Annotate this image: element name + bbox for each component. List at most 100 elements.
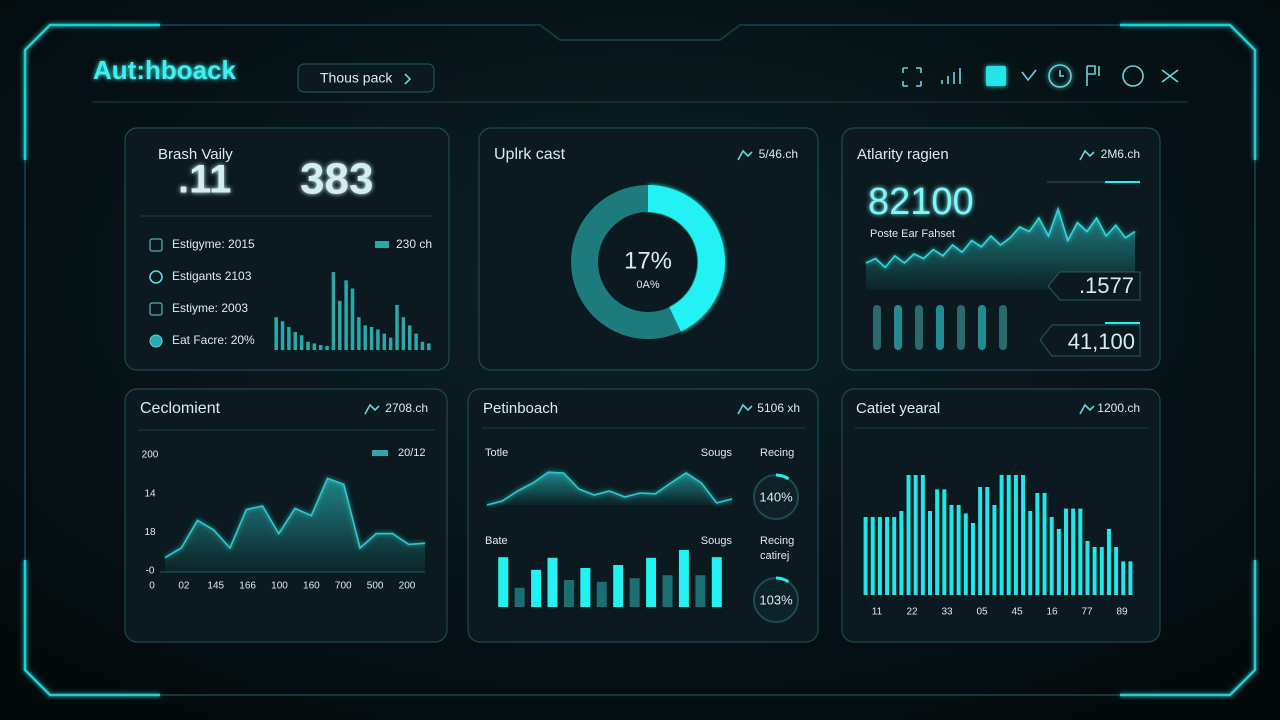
bar (382, 333, 387, 350)
bar (498, 557, 509, 607)
bar (287, 327, 291, 350)
bar (1071, 508, 1076, 595)
icon-scan[interactable] (902, 67, 922, 87)
pill (957, 305, 965, 350)
chart-label: Sougs (701, 535, 733, 547)
bar (299, 335, 304, 350)
x-label: 166 (239, 581, 256, 592)
panel-meta: 2708.ch (385, 401, 428, 415)
chart-label: Bate (485, 535, 508, 547)
icon-doc[interactable] (1086, 65, 1100, 86)
list-icon (149, 270, 163, 284)
meta-icon (375, 241, 389, 248)
gauge-arc (775, 473, 790, 481)
donut-hole (599, 213, 697, 311)
icon-check[interactable] (1021, 69, 1037, 82)
bar (942, 489, 947, 595)
gauge-arc (775, 576, 790, 584)
y-label: -0 (146, 566, 155, 577)
icon-signal[interactable] (941, 68, 961, 84)
bar (935, 489, 940, 595)
bar (992, 505, 997, 595)
gauge-value: 103% (759, 592, 793, 607)
x-label: 33 (941, 607, 953, 618)
bar (863, 517, 868, 595)
pill (936, 305, 944, 350)
x-label: 0 (149, 581, 155, 592)
list-icon (149, 238, 163, 252)
bar (1042, 493, 1047, 595)
bar (920, 475, 925, 595)
panels: Brash Vaily.11 383 Estigyme: 2015 Estigants… (124, 127, 1161, 643)
caption: Poste Ear Fahset (870, 228, 955, 240)
bar (331, 272, 336, 350)
panel-meta: 5106 xh (757, 401, 800, 415)
bar (318, 345, 323, 350)
meta-icon (1079, 403, 1095, 415)
app-title: Aut:hboack (93, 55, 237, 85)
bar (414, 333, 418, 350)
value-box (1039, 324, 1141, 357)
bar (870, 517, 875, 595)
icon-compass[interactable] (1122, 65, 1144, 87)
bar (978, 487, 983, 595)
bar (646, 557, 657, 607)
stat-value: 82100 (868, 181, 974, 223)
panel-meta: 1200.ch (1097, 401, 1140, 415)
icon-square[interactable] (986, 66, 1006, 86)
y-label: 18 (144, 527, 156, 538)
bar (613, 565, 624, 607)
nav-button-label[interactable]: Thous pack (320, 70, 393, 86)
bar (363, 325, 367, 350)
frame-corners (23, 23, 1257, 697)
bar (514, 587, 525, 607)
area-line (865, 206, 1136, 269)
area-line (486, 471, 733, 506)
bar (596, 581, 607, 607)
bar (1064, 508, 1068, 595)
bar (274, 317, 278, 350)
icon-clock-hand[interactable] (1059, 70, 1064, 77)
bar (1114, 547, 1119, 595)
bar (547, 557, 558, 607)
bar (427, 343, 431, 350)
stat-value: .11 (178, 158, 231, 202)
bar (1092, 547, 1097, 595)
bar (369, 327, 374, 350)
list-icon (149, 334, 163, 348)
bar (531, 569, 542, 607)
x-label: 100 (271, 581, 288, 592)
panel-title: Atlarity ragien (857, 146, 949, 163)
bar (395, 304, 399, 350)
x-label: 500 (367, 581, 384, 592)
bar (885, 517, 890, 595)
list-item: Eat Facre: 20% (172, 333, 255, 347)
box-value: .1577 (1079, 273, 1134, 298)
panel-meta: 2M6.ch (1101, 147, 1140, 161)
bar (629, 578, 640, 607)
bar (407, 325, 412, 350)
panel-title: Ceclomient (140, 400, 221, 417)
bar (350, 288, 355, 350)
x-label: 05 (976, 607, 988, 618)
panel-title: Catiet yearal (856, 400, 940, 417)
icon-clock[interactable] (1048, 64, 1072, 88)
chevron (404, 73, 412, 85)
box-value: 41,100 (1068, 329, 1135, 354)
nav-button[interactable] (297, 63, 435, 93)
bar (563, 580, 574, 607)
pill (873, 305, 881, 350)
meta-icon (737, 149, 753, 161)
bar (388, 337, 393, 350)
bar (928, 511, 932, 595)
list-item: Estigants 2103 (172, 269, 252, 283)
badge-icon (372, 450, 388, 456)
bar (1128, 561, 1133, 595)
x-label: 11 (872, 607, 883, 618)
icon-tools[interactable] (1161, 69, 1179, 83)
gauge-value: 140% (759, 489, 793, 504)
bar (338, 300, 342, 350)
x-label: 145 (207, 581, 224, 592)
bar (401, 317, 406, 350)
bar (280, 321, 285, 350)
